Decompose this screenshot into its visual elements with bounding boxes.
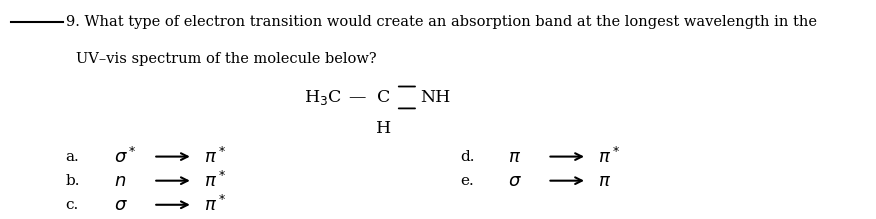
Text: $\pi^*$: $\pi^*$ <box>204 195 226 215</box>
Text: b.: b. <box>66 174 81 188</box>
Text: $\pi$: $\pi$ <box>598 172 611 190</box>
Text: 9. What type of electron transition would create an absorption band at the longe: 9. What type of electron transition woul… <box>66 15 816 29</box>
Text: H: H <box>376 120 392 137</box>
Text: $\pi^*$: $\pi^*$ <box>598 147 620 167</box>
Text: c.: c. <box>66 198 79 212</box>
Text: $\sigma^*$: $\sigma^*$ <box>114 147 137 167</box>
Text: —: — <box>349 89 366 106</box>
Text: $\pi$: $\pi$ <box>508 148 521 166</box>
Text: d.: d. <box>460 150 475 164</box>
Text: $\pi^*$: $\pi^*$ <box>204 147 226 167</box>
Text: a.: a. <box>66 150 80 164</box>
Text: $\sigma$: $\sigma$ <box>114 196 128 214</box>
Text: H$_3$C: H$_3$C <box>304 88 342 107</box>
Text: UV–vis spectrum of the molecule below?: UV–vis spectrum of the molecule below? <box>76 52 377 66</box>
Text: $n$: $n$ <box>114 172 126 190</box>
Text: $\pi^*$: $\pi^*$ <box>204 171 226 191</box>
Text: e.: e. <box>460 174 474 188</box>
Text: $\sigma$: $\sigma$ <box>508 172 522 190</box>
Text: NH: NH <box>420 89 451 106</box>
Text: C: C <box>377 89 391 106</box>
